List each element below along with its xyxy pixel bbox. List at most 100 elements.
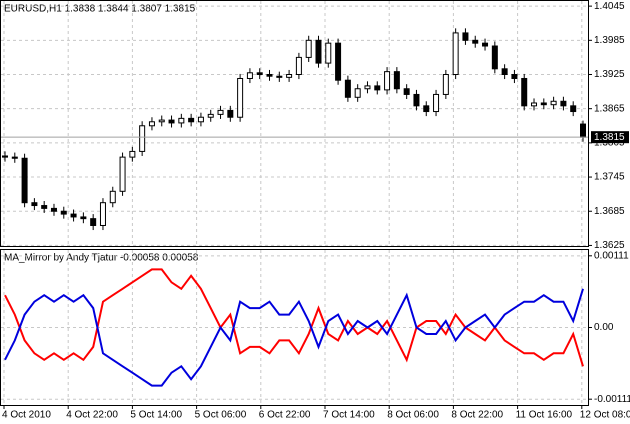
candle-body [580,123,586,138]
candle-body [521,77,528,107]
candle-body [354,88,361,98]
candle [217,105,224,119]
x-tick-label: 4 Oct 22:00 [66,410,118,421]
candle [21,153,28,208]
candle [207,109,214,122]
candle-body [393,71,400,90]
last-price-label: 1.3815 [594,132,625,143]
candle [276,71,283,82]
candle [462,28,469,45]
candle [246,68,253,84]
candle-body [227,109,234,118]
candle [266,69,273,81]
candle-body [364,85,371,90]
candle-body [90,218,97,226]
candle [99,198,106,231]
candle [344,75,351,102]
candle-body [560,100,567,107]
candle [452,28,459,80]
candle-body [550,100,557,106]
candle-body [148,121,155,127]
candle [482,38,489,51]
candle [560,96,567,111]
candle [90,214,97,231]
candle-body [31,202,38,207]
candle [50,203,57,216]
candle [393,67,400,94]
candle-body [295,56,302,76]
x-tick-label: 5 Oct 14:00 [130,410,182,421]
candle [129,146,136,162]
candle-body [462,32,469,41]
candle-body [70,213,77,218]
price-title: EURUSD,H1 1.3838 1.3844 1.3807 1.3815 [4,4,196,15]
candle-body [139,125,146,152]
candle-body [80,216,87,220]
candle-body [286,74,293,78]
indicator-line [4,288,584,387]
y-tick-label: 1.3685 [594,206,625,217]
candle-body [99,202,106,226]
candle-body [423,105,430,113]
candle [384,67,391,95]
candle-body [305,39,312,58]
candle-body [60,210,67,215]
candle [472,35,479,48]
candle-body [2,155,8,158]
candle [305,35,312,62]
candle-body [344,79,351,98]
candle [423,101,430,117]
candle [501,64,508,80]
candle [550,96,557,110]
candle-body [501,68,508,75]
candle [531,98,538,111]
y-tick-label: 1.3985 [594,35,625,46]
candle [335,38,342,85]
candle [227,105,234,122]
x-tick-label: 7 Oct 14:00 [323,410,375,421]
x-tick-label: 12 Oct 08:00 [580,410,630,421]
candle-body [482,42,489,47]
candle-body [237,77,244,118]
candle-body [21,157,28,204]
candle-body [50,207,57,212]
candle-body [491,45,498,70]
candle [433,89,440,117]
candle [60,206,67,219]
candle [237,73,244,122]
candle [286,69,293,82]
candle-body [384,71,391,91]
candle-body [188,117,195,123]
candle-body [246,72,253,79]
candle-body [217,109,224,115]
y-tick-label: 1.3865 [594,103,625,114]
candle-body [178,117,185,124]
candle-body [256,72,263,75]
candle [139,121,146,156]
indicator-title: MA_Mirror by Andy Tjatur -0.00058 0.0005… [4,253,199,264]
candle [325,38,332,68]
y-tick-label: 0.00 [594,322,614,333]
candle [148,117,155,131]
candle-body [403,88,410,95]
last-price-box [591,131,629,144]
candle-body [433,93,440,113]
candle-body [374,85,381,91]
candle-body [570,105,577,113]
candle-body [276,75,283,78]
x-tick-label: 8 Oct 06:00 [387,410,439,421]
candle-body [168,119,175,124]
candle-body [413,93,420,107]
candle-body [197,116,204,123]
candle [31,198,38,211]
y-tick-label: 1.3745 [594,172,625,183]
y-tick-label: 1.3925 [594,69,625,80]
candle [178,113,185,128]
candle [295,52,302,80]
candle [11,152,18,163]
candle [188,113,195,127]
candle-body [41,205,48,209]
candle [2,151,8,162]
